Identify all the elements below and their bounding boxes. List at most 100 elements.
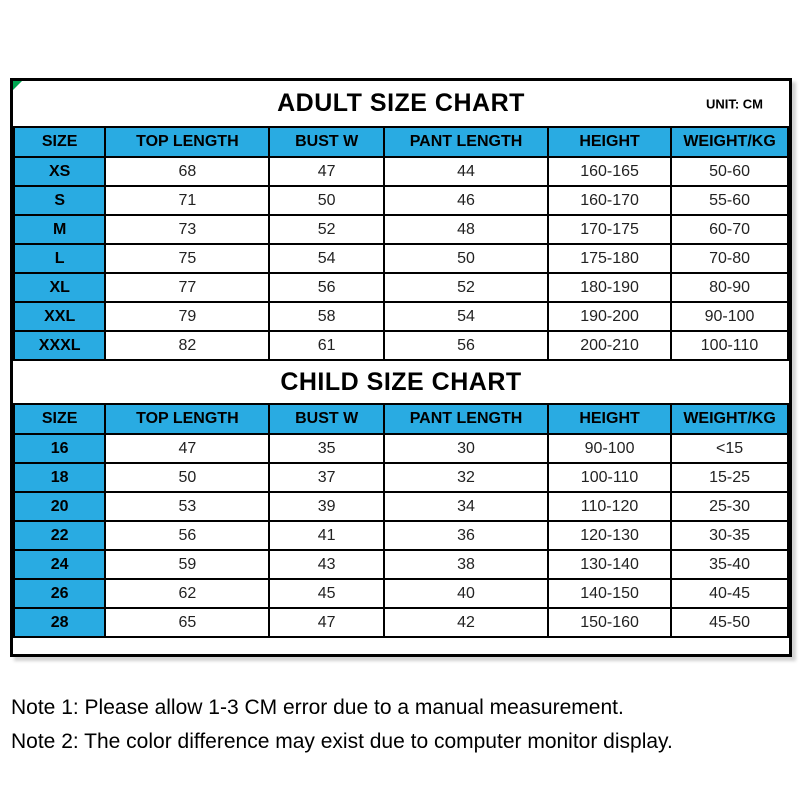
table-row: 20 53 39 34 110-120 25-30 <box>12 491 789 522</box>
cell: 175-180 <box>547 243 673 274</box>
header-cell-weight-kg: WEIGHT/KG <box>670 403 789 435</box>
cell: 140-150 <box>547 578 673 609</box>
cell: 55-60 <box>670 185 789 216</box>
size-cell: S <box>12 185 107 216</box>
table-row: L 75 54 50 175-180 70-80 <box>12 243 789 274</box>
cell: 38 <box>382 549 550 580</box>
cell: 82 <box>104 330 271 361</box>
cell: 25-30 <box>670 491 789 522</box>
cell: 56 <box>104 520 271 551</box>
size-cell: 28 <box>12 607 107 638</box>
cell: 50 <box>382 243 550 274</box>
cell: 110-120 <box>547 491 673 522</box>
cell: 39 <box>268 491 385 522</box>
size-cell: XXXL <box>12 330 107 361</box>
table-row: XL 77 56 52 180-190 80-90 <box>12 272 789 303</box>
cell: 53 <box>104 491 271 522</box>
cell: 100-110 <box>547 462 673 493</box>
table-row: XXXL 82 61 56 200-210 100-110 <box>12 330 789 361</box>
cell: 70-80 <box>670 243 789 274</box>
cell: 75 <box>104 243 271 274</box>
cell: 100-110 <box>670 330 789 361</box>
header-cell-bust-w: BUST W <box>268 403 385 435</box>
table-row: 26 62 45 40 140-150 40-45 <box>12 578 789 609</box>
child-size-table: SIZE TOP LENGTH BUST W PANT LENGTH HEIGH… <box>12 403 789 638</box>
size-cell: XL <box>12 272 107 303</box>
cell: 80-90 <box>670 272 789 303</box>
cell: 54 <box>268 243 385 274</box>
adult-chart-title: ADULT SIZE CHART <box>277 89 525 117</box>
cell: 35 <box>268 433 385 464</box>
header-cell-height: HEIGHT <box>547 403 673 435</box>
table-row: 28 65 47 42 150-160 45-50 <box>12 607 789 638</box>
cell: 46 <box>382 185 550 216</box>
note-1: Note 1: Please allow 1-3 CM error due to… <box>11 696 624 719</box>
header-cell-weight-kg: WEIGHT/KG <box>670 126 789 158</box>
unit-label: UNIT: CM <box>705 96 763 111</box>
table-row: 16 47 35 30 90-100 <15 <box>12 433 789 464</box>
size-cell: XS <box>12 156 107 187</box>
cell: 180-190 <box>547 272 673 303</box>
child-chart-title: CHILD SIZE CHART <box>280 367 522 396</box>
size-cell: 20 <box>12 491 107 522</box>
child-title-row: CHILD SIZE CHART <box>13 361 789 403</box>
table-row: 22 56 41 36 120-130 30-35 <box>12 520 789 551</box>
cell: 15-25 <box>670 462 789 493</box>
size-cell: 24 <box>12 549 107 580</box>
cell: 90-100 <box>547 433 673 464</box>
cell: 48 <box>382 214 550 245</box>
cell: 47 <box>268 156 385 187</box>
cell: 79 <box>104 301 271 332</box>
cell: 65 <box>104 607 271 638</box>
header-cell-top-length: TOP LENGTH <box>104 126 271 158</box>
cell: 52 <box>268 214 385 245</box>
cell: 56 <box>382 330 550 361</box>
cell: 30-35 <box>670 520 789 551</box>
cell: 200-210 <box>547 330 673 361</box>
cell: 45 <box>268 578 385 609</box>
cell: 43 <box>268 549 385 580</box>
size-cell: 26 <box>12 578 107 609</box>
cell: 41 <box>268 520 385 551</box>
cell: 68 <box>104 156 271 187</box>
cell: 170-175 <box>547 214 673 245</box>
cell: 90-100 <box>670 301 789 332</box>
size-cell: 22 <box>12 520 107 551</box>
cell: 40-45 <box>670 578 789 609</box>
cell: 56 <box>268 272 385 303</box>
header-cell-pant-length: PANT LENGTH <box>382 403 550 435</box>
cell: <15 <box>670 433 789 464</box>
cell: 32 <box>382 462 550 493</box>
header-cell-height: HEIGHT <box>547 126 673 158</box>
header-cell-size: SIZE <box>12 403 107 435</box>
cell: 34 <box>382 491 550 522</box>
cell: 160-165 <box>547 156 673 187</box>
cell: 58 <box>268 301 385 332</box>
cell: 30 <box>382 433 550 464</box>
cell: 35-40 <box>670 549 789 580</box>
cell: 59 <box>104 549 271 580</box>
cell: 36 <box>382 520 550 551</box>
cell: 52 <box>382 272 550 303</box>
green-corner-marker-icon <box>13 81 22 90</box>
adult-size-table: SIZE TOP LENGTH BUST W PANT LENGTH HEIGH… <box>12 126 789 361</box>
cell: 50 <box>268 185 385 216</box>
size-cell: 16 <box>12 433 107 464</box>
table-row: M 73 52 48 170-175 60-70 <box>12 214 789 245</box>
child-header-row: SIZE TOP LENGTH BUST W PANT LENGTH HEIGH… <box>12 403 789 435</box>
cell: 73 <box>104 214 271 245</box>
size-cell: L <box>12 243 107 274</box>
cell: 37 <box>268 462 385 493</box>
cell: 42 <box>382 607 550 638</box>
table-row: XS 68 47 44 160-165 50-60 <box>12 156 789 187</box>
size-cell: 18 <box>12 462 107 493</box>
cell: 120-130 <box>547 520 673 551</box>
cell: 62 <box>104 578 271 609</box>
cell: 160-170 <box>547 185 673 216</box>
size-cell: M <box>12 214 107 245</box>
cell: 61 <box>268 330 385 361</box>
cell: 77 <box>104 272 271 303</box>
table-row: S 71 50 46 160-170 55-60 <box>12 185 789 216</box>
cell: 71 <box>104 185 271 216</box>
